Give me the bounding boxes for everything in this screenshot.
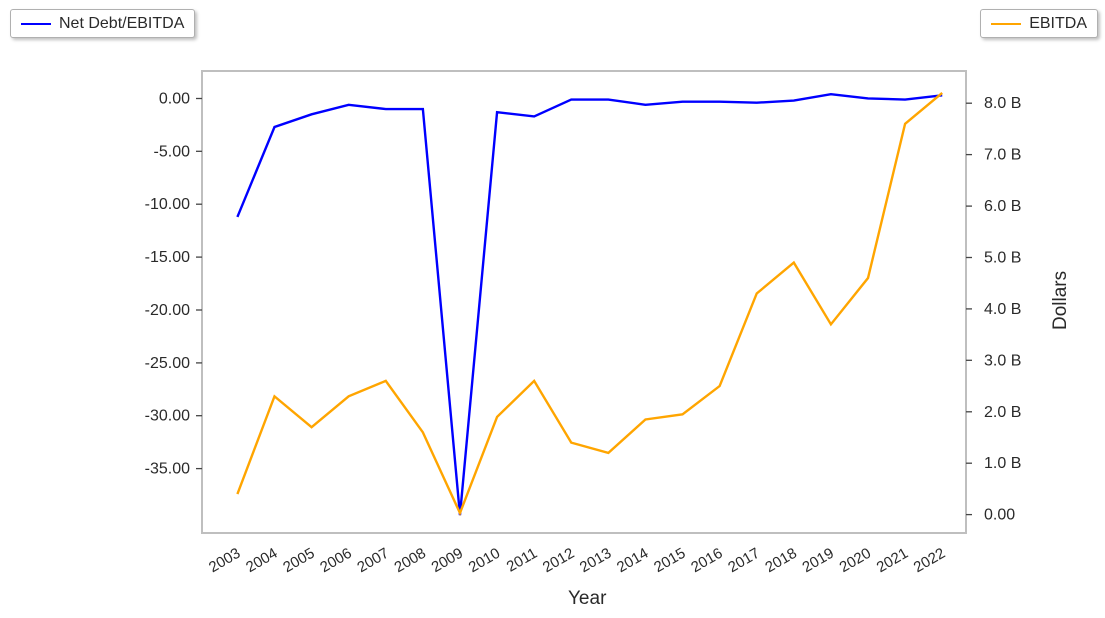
svg-text:0.00: 0.00 <box>159 91 190 108</box>
svg-text:-25.00: -25.00 <box>145 355 190 372</box>
svg-text:7.0 B: 7.0 B <box>984 147 1021 164</box>
svg-text:-20.00: -20.00 <box>145 302 190 319</box>
svg-text:2012: 2012 <box>540 545 577 576</box>
svg-text:-5.00: -5.00 <box>154 143 191 160</box>
svg-text:2020: 2020 <box>837 545 874 576</box>
svg-text:2021: 2021 <box>874 545 911 576</box>
svg-text:2.0 B: 2.0 B <box>984 404 1021 421</box>
svg-text:1.0 B: 1.0 B <box>984 455 1021 472</box>
svg-text:2010: 2010 <box>466 545 503 576</box>
svg-text:2006: 2006 <box>317 545 354 576</box>
svg-text:2013: 2013 <box>577 545 614 576</box>
svg-text:2018: 2018 <box>762 545 799 576</box>
svg-text:2005: 2005 <box>280 545 317 576</box>
svg-text:6.0 B: 6.0 B <box>984 198 1021 215</box>
svg-text:-15.00: -15.00 <box>145 249 190 266</box>
svg-text:2016: 2016 <box>688 545 725 576</box>
svg-text:2007: 2007 <box>354 545 391 576</box>
svg-text:-30.00: -30.00 <box>145 408 190 425</box>
svg-text:-35.00: -35.00 <box>145 461 190 478</box>
svg-text:3.0 B: 3.0 B <box>984 352 1021 369</box>
svg-text:4.0 B: 4.0 B <box>984 301 1021 318</box>
svg-text:2008: 2008 <box>391 545 428 576</box>
svg-text:-10.00: -10.00 <box>145 196 190 213</box>
svg-text:5.0 B: 5.0 B <box>984 250 1021 267</box>
svg-text:2015: 2015 <box>651 545 688 576</box>
svg-text:0.00: 0.00 <box>984 507 1015 524</box>
svg-text:8.0 B: 8.0 B <box>984 95 1021 112</box>
svg-text:2014: 2014 <box>614 545 651 576</box>
svg-text:2017: 2017 <box>725 545 762 576</box>
svg-text:2003: 2003 <box>206 545 243 576</box>
svg-text:2009: 2009 <box>429 545 466 576</box>
svg-text:2011: 2011 <box>504 545 540 576</box>
svg-text:2022: 2022 <box>911 545 948 576</box>
svg-text:2019: 2019 <box>799 545 836 576</box>
svg-text:2004: 2004 <box>243 545 280 576</box>
